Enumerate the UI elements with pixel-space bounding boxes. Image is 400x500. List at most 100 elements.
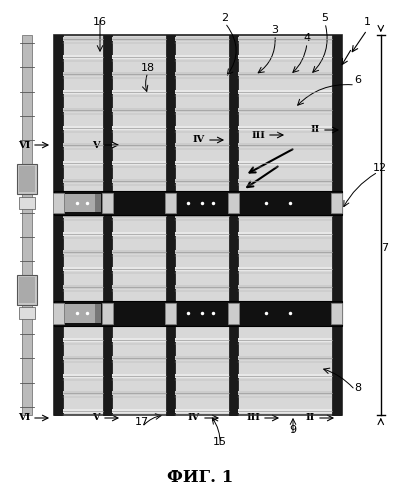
Bar xyxy=(19,166,35,192)
Bar xyxy=(112,285,166,289)
Bar xyxy=(175,232,229,236)
Bar xyxy=(238,232,332,236)
Bar xyxy=(238,320,332,324)
Bar xyxy=(238,392,332,396)
Bar xyxy=(175,54,229,58)
Bar xyxy=(238,90,332,94)
Bar xyxy=(112,108,166,112)
Bar xyxy=(112,250,166,254)
Bar xyxy=(19,308,35,320)
Bar xyxy=(238,126,332,130)
Bar xyxy=(112,144,166,148)
Bar xyxy=(65,304,101,322)
Bar xyxy=(238,72,332,76)
Text: VI: VI xyxy=(18,140,30,149)
Bar xyxy=(175,356,229,360)
Text: 5: 5 xyxy=(322,13,328,23)
Bar xyxy=(238,144,332,148)
Text: V: V xyxy=(92,140,100,149)
Bar xyxy=(175,374,229,378)
Bar xyxy=(175,320,229,324)
Bar xyxy=(238,108,332,112)
Bar xyxy=(63,268,103,272)
Bar xyxy=(175,285,229,289)
Bar xyxy=(65,194,95,212)
Bar xyxy=(175,268,229,272)
Text: III: III xyxy=(246,414,260,422)
Bar xyxy=(54,35,342,415)
Bar xyxy=(175,338,229,342)
Text: II: II xyxy=(306,414,315,422)
Bar xyxy=(238,214,332,218)
Text: III: III xyxy=(251,130,265,140)
Bar xyxy=(165,193,176,214)
Bar xyxy=(238,302,332,306)
Bar xyxy=(112,54,166,58)
Bar xyxy=(63,90,103,94)
Bar xyxy=(238,268,332,272)
Text: IV: IV xyxy=(193,136,205,144)
Text: 1: 1 xyxy=(364,17,370,27)
Text: 16: 16 xyxy=(93,17,107,27)
Bar xyxy=(175,214,229,218)
Bar xyxy=(175,144,229,148)
Bar xyxy=(332,35,341,415)
Bar xyxy=(175,196,229,200)
Bar xyxy=(63,196,103,200)
Bar xyxy=(112,356,166,360)
Bar xyxy=(175,126,229,130)
Bar xyxy=(63,54,103,58)
Bar xyxy=(63,320,103,324)
Text: 4: 4 xyxy=(304,33,310,43)
Bar xyxy=(63,214,103,218)
Bar xyxy=(63,108,103,112)
Bar xyxy=(63,374,103,378)
Bar xyxy=(166,35,175,415)
Bar xyxy=(229,35,238,415)
Bar xyxy=(238,409,332,413)
Bar xyxy=(63,178,103,182)
Bar xyxy=(238,37,332,41)
Text: ФИГ. 1: ФИГ. 1 xyxy=(167,470,233,486)
Text: 18: 18 xyxy=(141,63,155,73)
Bar xyxy=(112,338,166,342)
Bar xyxy=(175,392,229,396)
Bar xyxy=(175,161,229,165)
Bar xyxy=(238,338,332,342)
Bar xyxy=(112,392,166,396)
Bar xyxy=(17,164,37,194)
Bar xyxy=(238,161,332,165)
Bar xyxy=(54,191,342,216)
Bar xyxy=(53,303,64,324)
Bar xyxy=(238,285,332,289)
Bar xyxy=(65,304,95,322)
Text: IV: IV xyxy=(188,414,200,422)
Bar xyxy=(19,276,35,302)
Text: 3: 3 xyxy=(272,25,278,35)
Bar xyxy=(175,108,229,112)
Bar xyxy=(63,302,103,306)
Bar xyxy=(63,285,103,289)
Bar xyxy=(238,356,332,360)
Bar xyxy=(112,214,166,218)
Text: 2: 2 xyxy=(222,13,228,23)
Bar xyxy=(238,196,332,200)
Text: 7: 7 xyxy=(382,243,388,253)
Bar xyxy=(112,409,166,413)
Text: 15: 15 xyxy=(213,437,227,447)
Bar xyxy=(238,54,332,58)
Bar xyxy=(175,178,229,182)
Bar xyxy=(228,193,238,214)
Text: VI: VI xyxy=(18,414,30,422)
Bar xyxy=(112,232,166,236)
Bar xyxy=(112,126,166,130)
Bar xyxy=(102,303,113,324)
Bar xyxy=(63,392,103,396)
Bar xyxy=(63,338,103,342)
Bar xyxy=(112,90,166,94)
Bar xyxy=(63,161,103,165)
Bar xyxy=(112,72,166,76)
Bar xyxy=(238,178,332,182)
Bar xyxy=(112,161,166,165)
Bar xyxy=(63,356,103,360)
